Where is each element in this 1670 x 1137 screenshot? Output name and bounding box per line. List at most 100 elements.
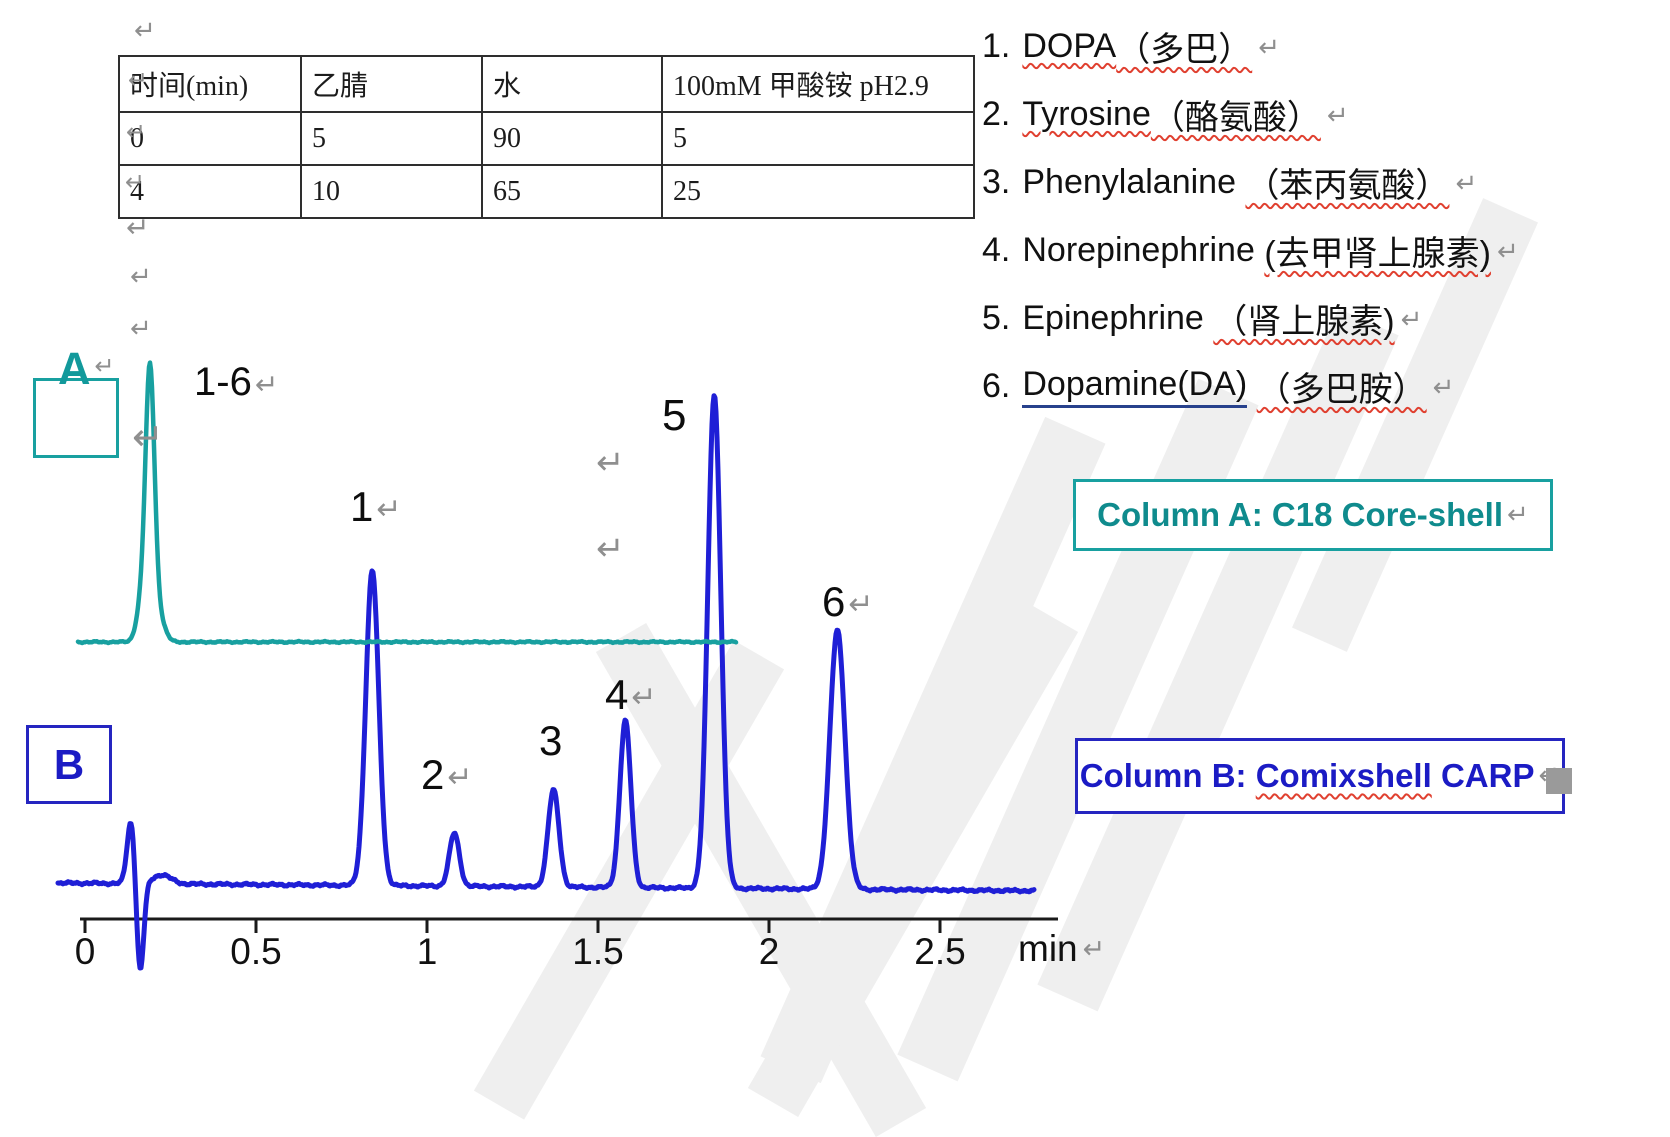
peak-label-text: 3 [539, 717, 563, 764]
compound-item: 4. Norepinephrine (去甲肾上腺素) ↵ [982, 216, 1519, 284]
pilcrow-mark: ↵ [134, 16, 156, 46]
peak-label-text: 4 [605, 671, 629, 718]
compound-name-cn: （多巴） [1116, 30, 1253, 69]
compound-list: 1. DOPA （多巴） ↵ 2. Tyrosine （酪氨酸） ↵ 3. Phenylalani… [982, 12, 1519, 420]
table-header-cell: 100mM 甲酸铵 pH2.9 [661, 55, 975, 113]
compound-name-cn: （肾上腺素) [1213, 302, 1395, 341]
x-axis-tick-label: 1 [417, 931, 438, 972]
trace-b-box: B [26, 725, 112, 804]
gradient-table-body: 0 5 90 5 4 10 65 25 [118, 111, 975, 219]
pilcrow-mark: ↵ [596, 529, 625, 569]
pilcrow-mark: ↵ [1507, 500, 1529, 530]
peak-label-3: 3 [539, 720, 562, 762]
table-cell: 5 [661, 111, 975, 166]
pilcrow-mark: ↵ [596, 443, 625, 483]
compound-name-en: Epinephrine [1022, 298, 1204, 337]
pilcrow-mark: ↵ [376, 492, 402, 527]
pilcrow-mark: ↵ [1455, 169, 1478, 199]
peak-label-6: 6 ↵ [822, 581, 874, 623]
compound-number: 6. [982, 366, 1011, 405]
table-header-cell: 时间(min) [118, 55, 302, 113]
compound-name-cn: (去甲肾上腺素) [1264, 234, 1491, 273]
compound-name-en: DOPA [1022, 26, 1117, 65]
compound-number: 3. [982, 162, 1011, 201]
pilcrow-mark: ↵ [94, 352, 115, 380]
table-cell: 10 [300, 164, 483, 219]
pilcrow-mark: ↵ [1326, 101, 1349, 131]
compound-item: 5. Epinephrine （肾上腺素) ↵ [982, 284, 1519, 352]
pilcrow-mark: ↵ [126, 118, 147, 146]
pilcrow-mark: ↵ [848, 587, 874, 622]
x-axis-tick-label: 2 [759, 931, 780, 972]
x-axis-tick-label: 0 [75, 931, 96, 972]
peak-label-1: 1 ↵ [350, 486, 402, 528]
compound-name-en: Norepinephrine [1022, 230, 1255, 269]
pilcrow-mark: ↵ [1496, 237, 1519, 267]
compound-gap [1236, 163, 1245, 202]
compound-gap [1204, 299, 1213, 338]
table-cell: 65 [481, 164, 663, 219]
peak-label-text: 5 [662, 391, 687, 440]
peak-label-text: 1 [350, 483, 374, 530]
pilcrow-mark: ↵ [1258, 33, 1280, 63]
compound-number: 2. [982, 94, 1011, 133]
pilcrow-mark: ↵ [125, 168, 146, 196]
trace-a-letter: A [58, 343, 91, 394]
pilcrow-mark: ↵ [254, 368, 279, 401]
pilcrow-mark: ↵ [126, 211, 150, 244]
compound-name-cn: （酪氨酸） [1150, 98, 1321, 137]
compound-name-en: Dopamine(DA) [1022, 365, 1248, 408]
pilcrow-mark: ↵ [447, 760, 473, 795]
peak-label-2: 2 ↵ [421, 754, 473, 796]
compound-name-cn: （苯丙氨酸） [1245, 166, 1450, 205]
trace-a-box [33, 378, 119, 458]
pilcrow-mark: ↵ [128, 66, 149, 94]
x-axis-tick-label: 2.5 [914, 931, 965, 972]
column-b-caption-name: Comixshell [1255, 757, 1432, 794]
compound-number: 4. [982, 230, 1011, 269]
peak-label-group: 1-6 ↵ [194, 362, 278, 402]
table-cell: 5 [300, 111, 483, 166]
axis-unit-label: min ↵ [1018, 930, 1105, 967]
gradient-table: 时间(min) 乙腈水 100mM 甲酸铵 pH2.9 0 5 90 5 4 10 65 25 [118, 55, 975, 219]
column-a-caption-box: Column A: C18 Core-shell ↵ [1073, 479, 1553, 551]
trace-b-letter: B [53, 740, 85, 788]
trace-a-label: A ↵ [58, 346, 115, 391]
gradient-table-head: 时间(min) 乙腈水 100mM 甲酸铵 pH2.9 [118, 55, 975, 113]
column-b-caption-box: Column B: Comixshell CARP ↵ [1075, 738, 1565, 814]
compound-number: 1. [982, 26, 1011, 65]
pilcrow-mark: ↵ [130, 262, 152, 292]
table-header-cell: 乙腈 [300, 55, 483, 113]
table-cell: 90 [481, 111, 663, 166]
table-cell: 4 [118, 164, 302, 219]
pilcrow-mark: ↵ [132, 415, 164, 459]
column-a-caption: Column A: C18 Core-shell [1097, 496, 1504, 533]
pilcrow-mark: ↵ [130, 314, 152, 344]
x-axis-tick-label: 1.5 [572, 931, 623, 972]
document-page: 0 0.5 1 1.5 2 2.5 时间(min) 乙腈水 100mM 甲酸铵 pH2.9 0… [26, 12, 1572, 1137]
compound-item: 3. Phenylalanine （苯丙氨酸） ↵ [982, 148, 1519, 216]
compound-gap [1247, 367, 1256, 406]
table-cell: 25 [661, 164, 975, 219]
compound-gap [1255, 231, 1264, 270]
compound-name-cn: （多巴胺） [1256, 370, 1427, 409]
chromatogram-svg: 0 0.5 1 1.5 2 2.5 [55, 360, 1058, 972]
peak-label-5: 5 [662, 394, 686, 438]
compound-name-en: Tyrosine [1022, 94, 1151, 133]
trace-a-path [75, 360, 739, 646]
peak-label-text: 6 [822, 578, 846, 625]
pilcrow-mark: ↵ [1400, 305, 1423, 335]
compound-number: 5. [982, 298, 1011, 337]
peak-label-4: 4 ↵ [605, 674, 657, 716]
peak-label-text: 2 [421, 751, 445, 798]
trace-b-path [55, 393, 1037, 971]
pilcrow-mark: ↵ [1082, 934, 1106, 965]
resize-handle[interactable] [1546, 768, 1572, 794]
table-header-cell: 水 [481, 55, 663, 113]
column-b-caption-pre: Column B: [1079, 757, 1256, 794]
peak-label-text: 1-6 [194, 360, 252, 404]
compound-item: 6. Dopamine(DA) （多巴胺） ↵ [982, 352, 1519, 420]
column-b-caption-post: CARP [1431, 757, 1535, 794]
compound-item: 2. Tyrosine （酪氨酸） ↵ [982, 80, 1519, 148]
pilcrow-mark: ↵ [1432, 373, 1455, 403]
